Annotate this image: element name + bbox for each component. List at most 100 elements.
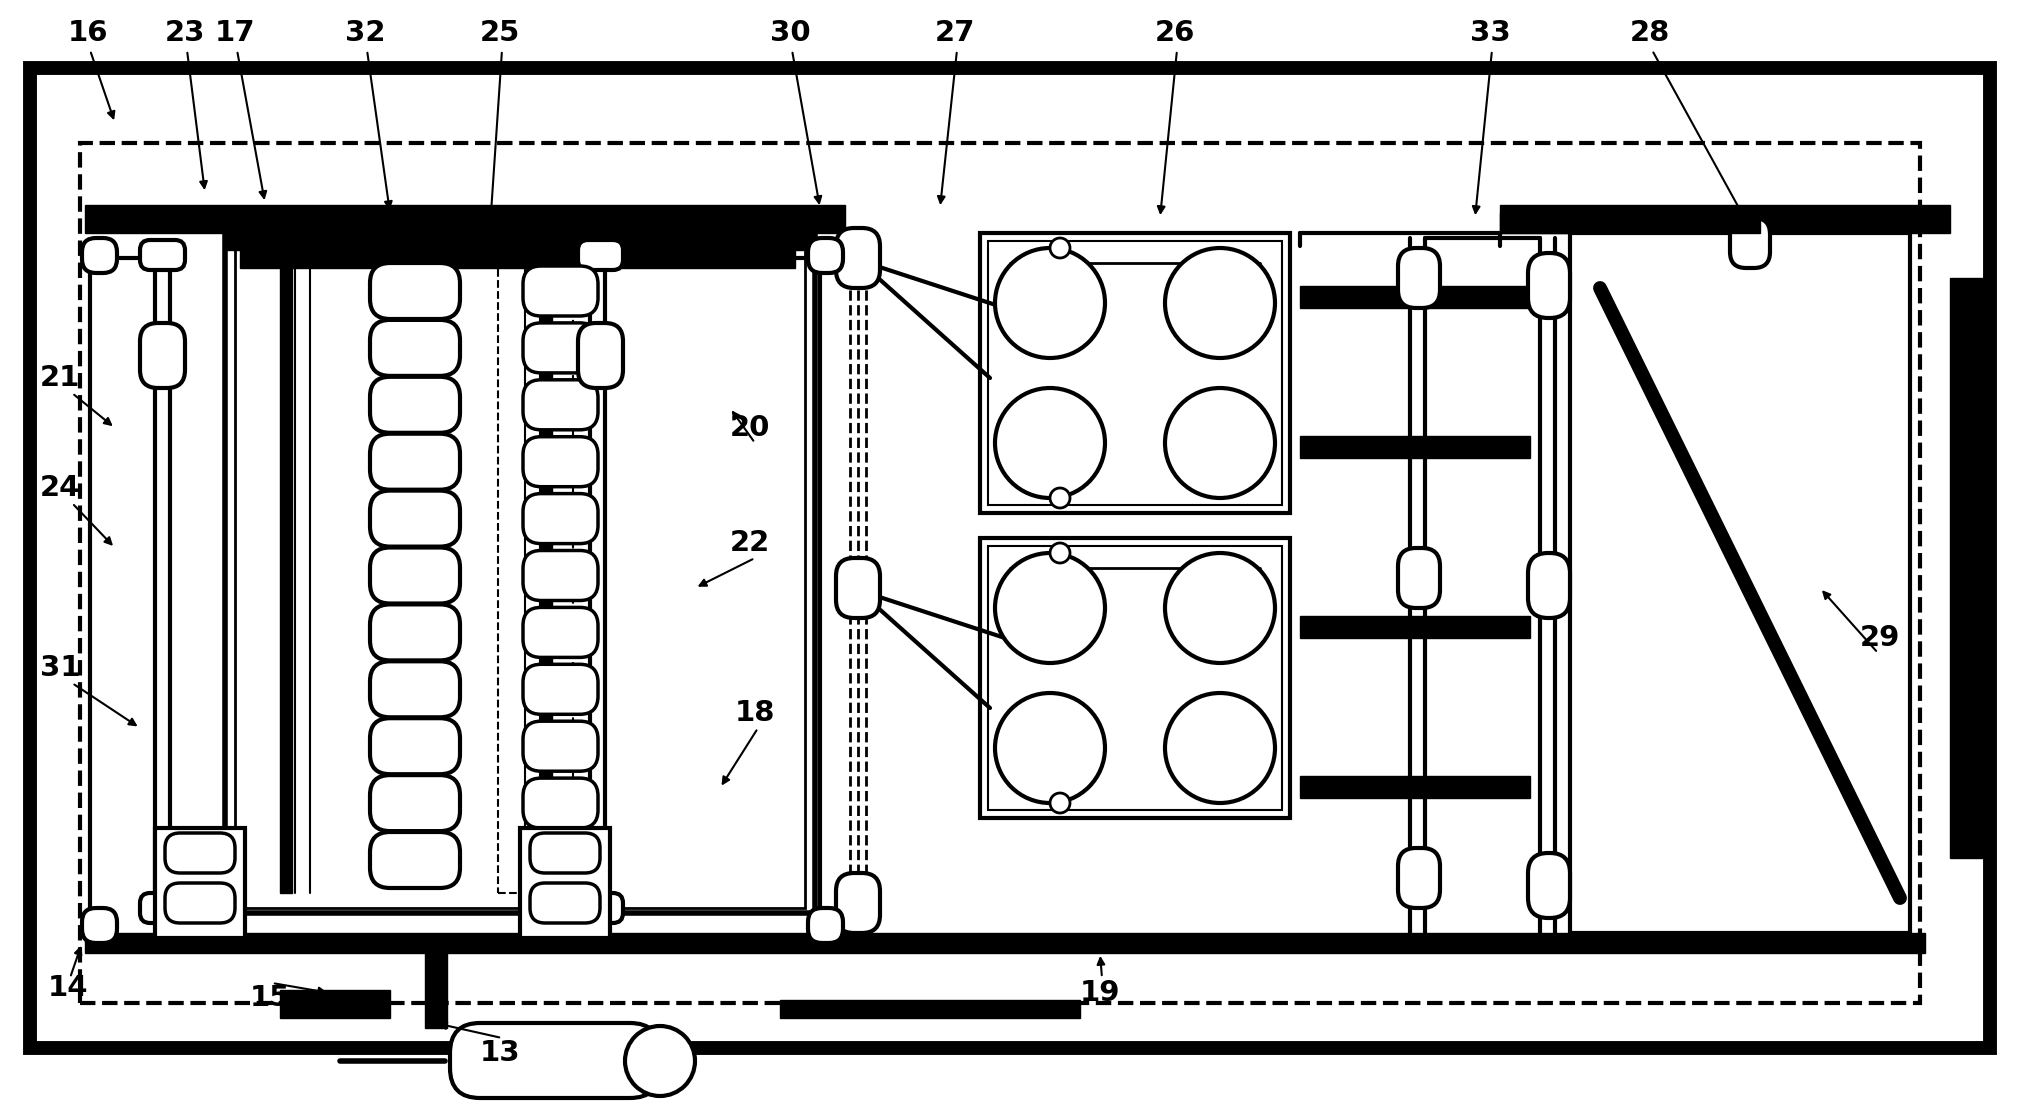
FancyBboxPatch shape: [522, 437, 597, 486]
Bar: [1570, 233, 1910, 933]
FancyBboxPatch shape: [835, 558, 880, 618]
Text: 27: 27: [935, 19, 975, 47]
Text: 15: 15: [249, 984, 289, 1012]
Bar: [1299, 286, 1529, 308]
FancyBboxPatch shape: [370, 604, 459, 660]
FancyBboxPatch shape: [522, 322, 597, 373]
Bar: [241, 250, 795, 268]
FancyBboxPatch shape: [522, 835, 597, 885]
Bar: [498, 253, 573, 893]
FancyBboxPatch shape: [370, 776, 459, 831]
Bar: [85, 205, 844, 233]
Bar: [1948, 278, 1989, 858]
Bar: [279, 991, 390, 1018]
FancyBboxPatch shape: [522, 551, 597, 601]
Text: 19: 19: [1078, 979, 1119, 1007]
FancyBboxPatch shape: [166, 883, 235, 923]
FancyBboxPatch shape: [166, 833, 235, 873]
Text: 14: 14: [49, 974, 89, 1002]
Bar: [425, 948, 447, 1028]
Text: 21: 21: [40, 365, 81, 392]
Text: 22: 22: [730, 529, 769, 557]
FancyBboxPatch shape: [140, 240, 184, 270]
FancyBboxPatch shape: [522, 493, 597, 544]
Text: 23: 23: [164, 19, 204, 47]
Bar: [225, 233, 815, 913]
Text: 33: 33: [1469, 19, 1509, 47]
Bar: [1299, 616, 1529, 638]
Bar: [1499, 205, 1948, 233]
Bar: [1299, 437, 1529, 458]
FancyBboxPatch shape: [370, 320, 459, 376]
FancyBboxPatch shape: [370, 547, 459, 604]
FancyBboxPatch shape: [522, 665, 597, 715]
Text: 24: 24: [40, 474, 81, 502]
FancyBboxPatch shape: [835, 228, 880, 288]
Circle shape: [1050, 488, 1070, 507]
Circle shape: [995, 248, 1105, 358]
FancyBboxPatch shape: [370, 433, 459, 490]
FancyBboxPatch shape: [522, 607, 597, 657]
Text: 26: 26: [1155, 19, 1196, 47]
FancyBboxPatch shape: [1527, 253, 1570, 318]
Circle shape: [1050, 238, 1070, 258]
FancyBboxPatch shape: [1730, 218, 1770, 268]
Circle shape: [1165, 388, 1274, 497]
FancyBboxPatch shape: [370, 718, 459, 774]
Text: 32: 32: [344, 19, 384, 47]
Text: 18: 18: [734, 699, 775, 727]
FancyBboxPatch shape: [370, 377, 459, 433]
Bar: [1299, 776, 1529, 798]
Text: 20: 20: [730, 414, 771, 442]
Circle shape: [995, 388, 1105, 497]
FancyBboxPatch shape: [140, 324, 184, 388]
Bar: [156, 828, 245, 938]
Circle shape: [995, 692, 1105, 803]
FancyBboxPatch shape: [807, 238, 844, 273]
Bar: [81, 143, 1920, 1003]
Text: 29: 29: [1859, 624, 1900, 652]
FancyBboxPatch shape: [579, 893, 623, 923]
FancyBboxPatch shape: [579, 240, 623, 270]
Circle shape: [1165, 553, 1274, 663]
FancyBboxPatch shape: [579, 324, 623, 388]
FancyBboxPatch shape: [522, 266, 597, 316]
FancyBboxPatch shape: [1398, 548, 1438, 608]
Bar: [540, 258, 552, 893]
FancyBboxPatch shape: [835, 873, 880, 933]
Bar: [279, 258, 291, 893]
Circle shape: [625, 1026, 694, 1096]
FancyBboxPatch shape: [370, 491, 459, 546]
FancyBboxPatch shape: [807, 907, 844, 943]
FancyBboxPatch shape: [522, 778, 597, 828]
FancyBboxPatch shape: [370, 832, 459, 888]
Bar: [987, 546, 1281, 810]
Bar: [85, 933, 1924, 953]
FancyBboxPatch shape: [1398, 848, 1438, 907]
Bar: [979, 538, 1289, 818]
FancyBboxPatch shape: [1398, 248, 1438, 308]
FancyBboxPatch shape: [83, 238, 117, 273]
FancyBboxPatch shape: [522, 721, 597, 771]
Text: 31: 31: [40, 654, 81, 683]
Bar: [979, 233, 1289, 513]
FancyBboxPatch shape: [1527, 853, 1570, 919]
FancyBboxPatch shape: [140, 893, 184, 923]
Text: 30: 30: [769, 19, 809, 47]
Bar: [1499, 213, 1760, 233]
FancyBboxPatch shape: [522, 380, 597, 430]
FancyBboxPatch shape: [449, 1023, 659, 1098]
Bar: [225, 230, 815, 250]
Text: 16: 16: [67, 19, 107, 47]
Bar: [779, 1001, 1080, 1018]
Text: 13: 13: [479, 1039, 520, 1067]
Text: 28: 28: [1629, 19, 1669, 47]
Circle shape: [1165, 248, 1274, 358]
FancyBboxPatch shape: [370, 661, 459, 717]
Circle shape: [1050, 543, 1070, 563]
FancyBboxPatch shape: [530, 883, 599, 923]
Bar: [235, 243, 805, 907]
FancyBboxPatch shape: [370, 263, 459, 319]
Text: 17: 17: [214, 19, 255, 47]
Bar: [30, 68, 1989, 1048]
